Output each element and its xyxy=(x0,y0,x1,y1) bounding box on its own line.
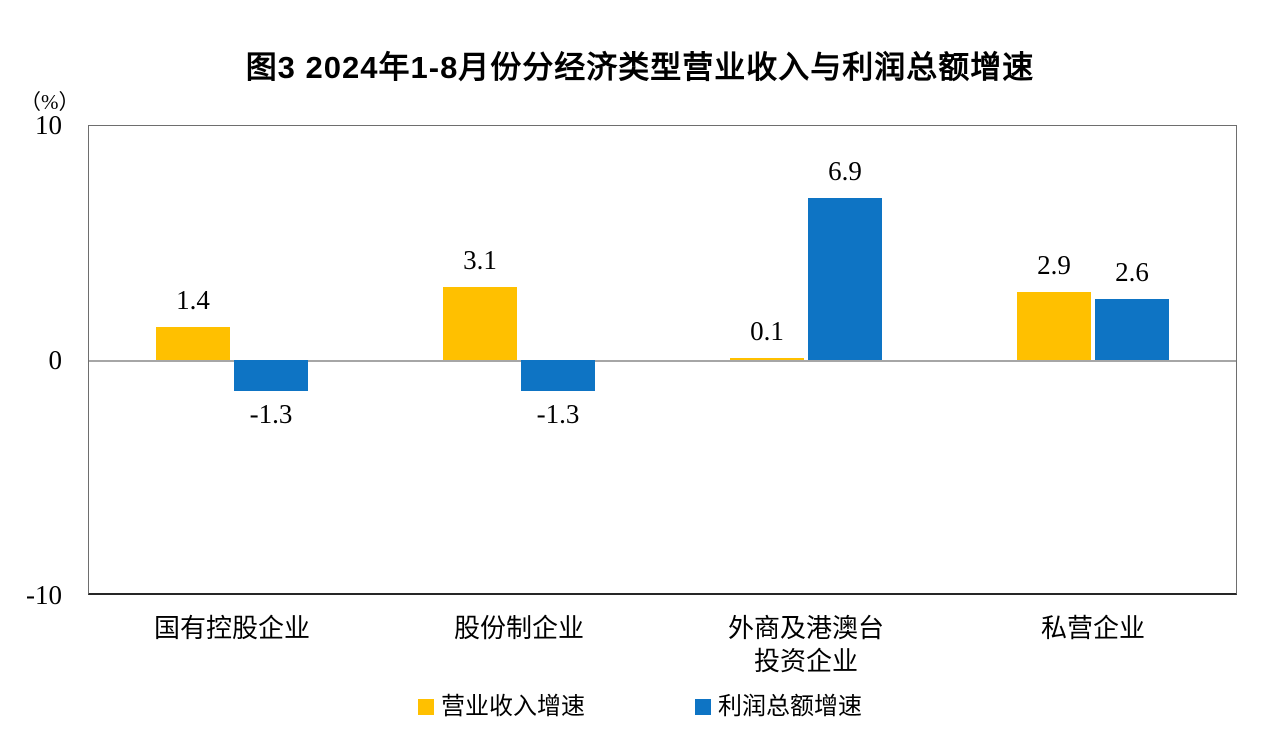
y-axis-unit-label: （%） xyxy=(20,90,80,114)
bar-营业收入增速-外商及港澳台 xyxy=(730,358,804,360)
chart-title: 图3 2024年1-8月份分经济类型营业收入与利润总额增速 xyxy=(245,50,1035,85)
legend-item: 营业收入增速 xyxy=(418,694,585,720)
category-label: 外商及港澳台 投资企业 xyxy=(646,612,966,678)
legend-item: 利润总额增速 xyxy=(695,694,862,720)
category-label-line: 国有控股企业 xyxy=(153,614,310,643)
bar-value-label: 2.6 xyxy=(1115,257,1149,287)
legend-label: 营业收入增速 xyxy=(441,694,585,720)
zero-gridline xyxy=(89,360,1236,362)
bar-value-label: 3.1 xyxy=(463,245,497,275)
legend-label: 利润总额增速 xyxy=(718,694,862,720)
legend: 营业收入增速 利润总额增速 xyxy=(0,694,1280,720)
bar-营业收入增速-股份制企业 xyxy=(443,287,517,360)
bar-value-label: -1.3 xyxy=(249,399,293,429)
bar-value-label: 1.4 xyxy=(176,285,210,315)
legend-swatch-icon xyxy=(695,699,711,715)
category-label: 股份制企业 xyxy=(359,612,679,645)
bar-value-label: 6.9 xyxy=(828,156,862,186)
y-tick-label: -10 xyxy=(26,580,62,610)
bar-利润总额增速-股份制企业 xyxy=(521,360,595,391)
bar-value-label: -1.3 xyxy=(536,399,580,429)
bar-利润总额增速-外商及港澳台 xyxy=(808,198,882,360)
bar-营业收入增速-私营企业 xyxy=(1017,292,1091,360)
bar-利润总额增速-私营企业 xyxy=(1095,299,1169,360)
category-label-line: 私营企业 xyxy=(1040,614,1145,643)
category-label: 国有控股企业 xyxy=(72,612,392,645)
legend-swatch-icon xyxy=(418,699,434,715)
category-label: 私营企业 xyxy=(933,612,1253,645)
bar-value-label: 0.1 xyxy=(750,316,784,346)
bar-营业收入增速-国有控股企业 xyxy=(156,327,230,360)
bar-利润总额增速-国有控股企业 xyxy=(234,360,308,391)
category-label-line: 投资企业 xyxy=(753,647,858,676)
y-tick-label: 10 xyxy=(35,110,62,140)
category-label-line: 外商及港澳台 xyxy=(727,614,884,643)
bar-value-label: 2.9 xyxy=(1037,250,1071,280)
category-label-line: 股份制企业 xyxy=(453,614,584,643)
y-tick-label: 0 xyxy=(48,345,63,375)
